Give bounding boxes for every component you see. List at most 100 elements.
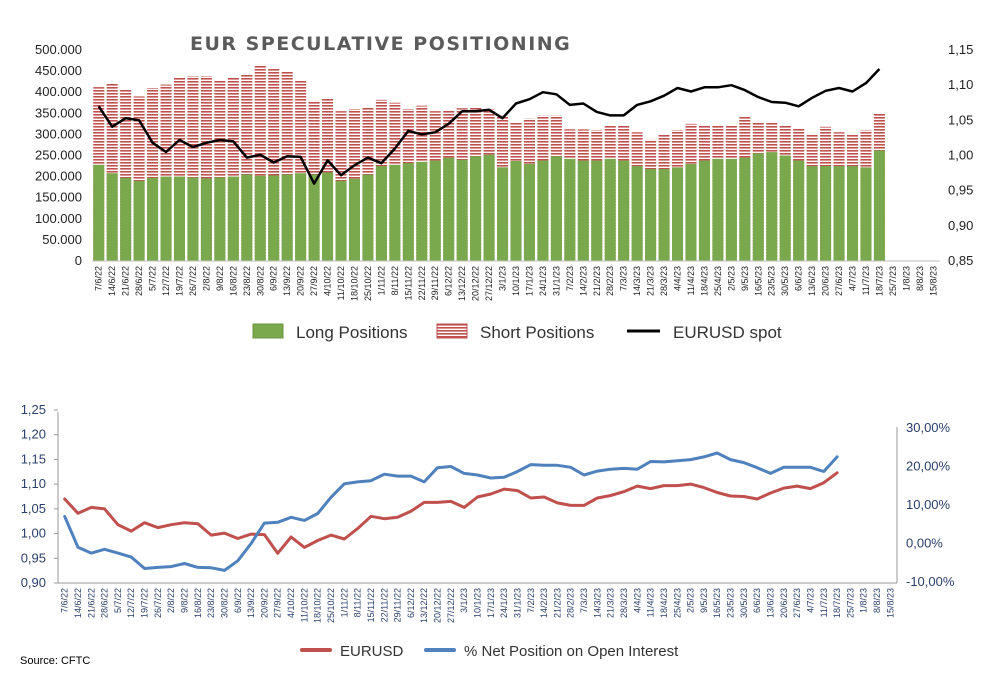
- long-position-bar: [402, 163, 414, 261]
- long-position-bar: [604, 158, 616, 261]
- x-tick-label: 25/10/22: [326, 588, 336, 623]
- left-tick-label: 350.000: [35, 105, 82, 120]
- x-axis-labels: 7/6/22 14/6/22 21/6/22 28/6/22 5/7/22 12/7/22…: [94, 266, 939, 301]
- x-tick-label: 16/8/22: [228, 266, 238, 296]
- x-tick-label: 27/6/23: [834, 266, 844, 296]
- x-tick-label: 7/3/23: [619, 266, 629, 291]
- long-position-bar: [160, 176, 172, 261]
- x-tick-label: 20/6/23: [821, 266, 831, 296]
- x-tick-label: 30/8/22: [219, 588, 229, 618]
- x-tick-label: 20/12/22: [471, 266, 481, 301]
- long-position-bar: [510, 160, 522, 261]
- x-tick-label: 10/1/23: [473, 588, 483, 618]
- right-tick-label: 0,90: [948, 218, 973, 233]
- x-tick-label: 11/4/23: [686, 266, 696, 295]
- long-position-bar: [739, 157, 751, 261]
- long-position-bar: [93, 164, 105, 261]
- speculative-positioning-chart: EUR SPECULATIVE POSITIONING 0 50.000 100.0…: [35, 33, 973, 342]
- right-tick-label: 1,10: [948, 77, 973, 92]
- long-position-bar: [658, 169, 670, 261]
- left-tick-label: 150.000: [35, 190, 82, 205]
- x-tick-label: 5/7/22: [113, 588, 123, 613]
- legend-long-label: Long Positions: [296, 323, 408, 342]
- x-tick-label: 18/10/22: [349, 266, 359, 301]
- long-position-bar: [375, 166, 387, 261]
- x-tick-label: 8/8/23: [915, 266, 925, 291]
- eurusd-spot-series: [97, 68, 881, 185]
- long-position-bar: [779, 155, 791, 261]
- x-tick-label: 27/9/22: [309, 266, 319, 296]
- long-position-bar: [470, 156, 482, 261]
- right-tick-label: 1,00: [948, 148, 973, 163]
- x-tick-label: 6/9/22: [269, 266, 279, 291]
- x-tick-label: 25/4/23: [672, 588, 682, 618]
- x-tick-label: 11/4/23: [646, 588, 656, 617]
- long-position-bar: [712, 158, 724, 261]
- right-tick-label: -10,00%: [906, 574, 955, 589]
- series-lines: [63, 451, 839, 572]
- long-position-bar: [147, 177, 159, 261]
- left-tick-label: 300.000: [35, 126, 82, 141]
- x-tick-label: 28/6/22: [134, 266, 144, 296]
- x-tick-label: 18/10/22: [313, 588, 323, 623]
- x-tick-label: 20/6/23: [779, 588, 789, 618]
- x-tick-label: 15/11/22: [366, 588, 376, 622]
- x-tick-label: 4/10/22: [323, 266, 333, 296]
- x-tick-label: 31/1/23: [512, 588, 522, 618]
- short-position-bar: [120, 89, 132, 261]
- x-tick-label: 3/1/23: [498, 266, 508, 291]
- long-position-bar: [645, 169, 657, 261]
- long-position-bar: [295, 173, 307, 261]
- legend-short-swatch: [436, 323, 468, 339]
- short-position-bar: [133, 96, 145, 261]
- long-position-bar: [631, 166, 643, 261]
- long-position-bar: [752, 153, 764, 261]
- x-tick-label: 2/8/22: [201, 266, 211, 291]
- x-tick-label: 8/11/22: [353, 588, 363, 617]
- x-tick-label: 23/5/23: [767, 266, 777, 296]
- chart-legend: EURUSD % Net Position on Open Interest: [300, 643, 679, 660]
- x-tick-label: 4/4/23: [673, 266, 683, 291]
- left-tick-label: 400.000: [35, 84, 82, 99]
- left-tick-label: 1,25: [21, 402, 46, 417]
- x-tick-label: 4/7/23: [805, 588, 815, 613]
- x-tick-label: 8/8/23: [872, 588, 882, 613]
- left-tick-label: 200.000: [35, 169, 82, 184]
- x-tick-label: 26/7/22: [188, 266, 198, 296]
- x-tick-label: 22/11/22: [379, 588, 389, 622]
- long-position-bar: [698, 160, 710, 261]
- left-tick-label: 500.000: [35, 42, 82, 57]
- x-tick-label: 13/12/22: [419, 588, 429, 623]
- x-tick-label: 29/11/22: [430, 266, 440, 300]
- eurusd-net-position-chart: 0,90 0,95 1,00 1,05 1,10 1,15 1,20 1,25 -10,00%…: [21, 402, 955, 660]
- x-tick-label: 25/7/23: [888, 266, 898, 296]
- long-position-bar: [268, 175, 280, 261]
- x-tick-label: 16/5/23: [753, 266, 763, 296]
- short-position-bar: [268, 68, 280, 262]
- legend-spot-label: EURUSD spot: [673, 323, 782, 342]
- x-tick-label: 25/10/22: [363, 266, 373, 301]
- left-tick-label: 1,05: [21, 501, 46, 516]
- long-position-bar: [483, 154, 495, 261]
- x-tick-label: 7/6/22: [94, 266, 104, 291]
- long-position-bar: [227, 176, 239, 261]
- right-tick-label: 1,15: [948, 42, 973, 57]
- short-position-bar: [160, 84, 172, 261]
- x-tick-label: 18/4/23: [659, 588, 669, 618]
- x-tick-label: 27/9/22: [273, 588, 283, 618]
- short-position-bar: [187, 76, 199, 261]
- x-tick-label: 2/5/23: [686, 588, 696, 613]
- left-axis-ticks: 0,90 0,95 1,00 1,05 1,10 1,15 1,20 1,25: [21, 402, 58, 590]
- long-position-bar: [537, 160, 549, 261]
- short-position-bar: [227, 77, 239, 262]
- x-tick-label: 2/8/22: [166, 588, 176, 613]
- x-tick-label: 25/7/23: [845, 588, 855, 618]
- x-tick-label: 20/9/22: [259, 588, 269, 618]
- long-position-bar: [860, 167, 872, 261]
- x-tick-label: 3/1/23: [459, 588, 469, 613]
- long-position-bar: [523, 163, 535, 261]
- short-position-bar: [254, 64, 266, 262]
- right-tick-label: 0,00%: [906, 536, 943, 551]
- left-tick-label: 50.000: [42, 232, 82, 247]
- x-tick-label: 14/3/23: [632, 266, 642, 296]
